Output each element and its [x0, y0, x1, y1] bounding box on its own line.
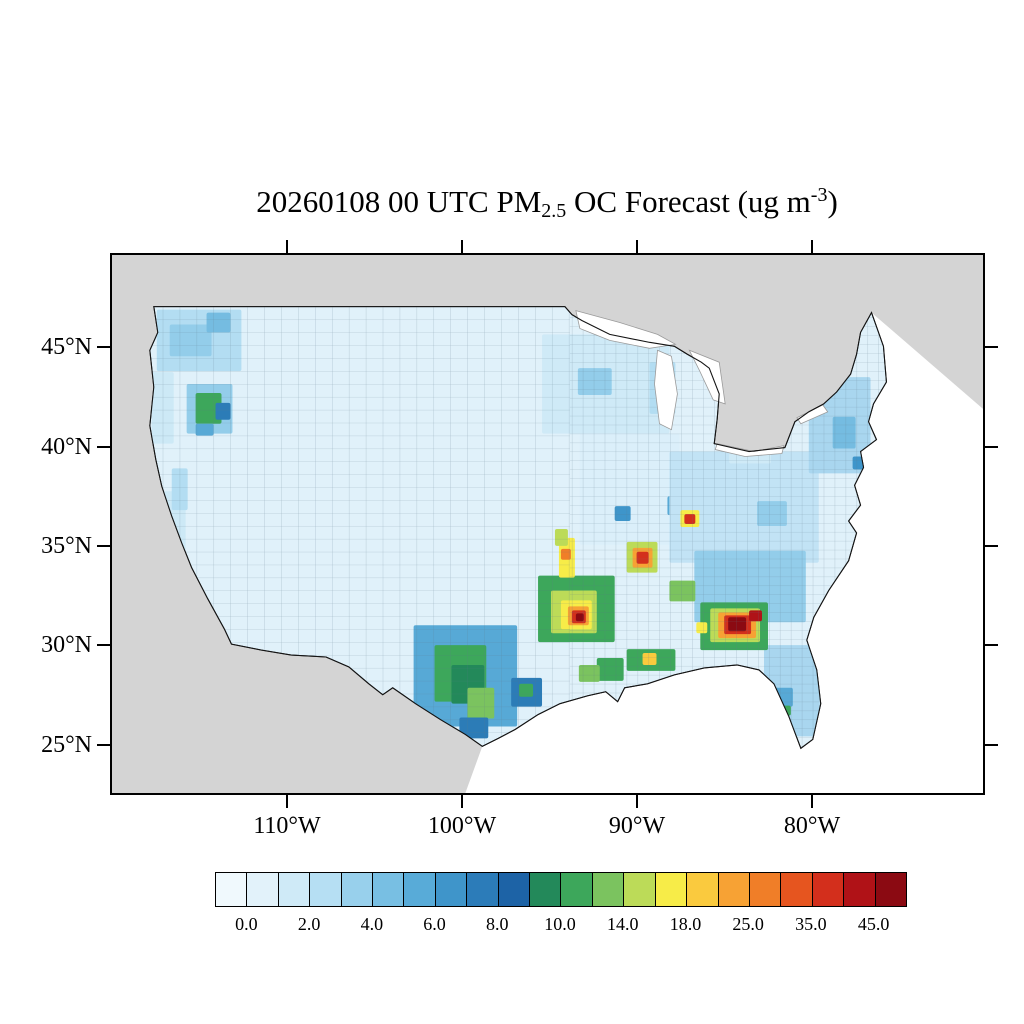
lake-erie	[714, 443, 785, 457]
colorbar-box	[530, 873, 562, 906]
x-axis-tick-top	[811, 240, 813, 253]
colorbar-tick-label: 10.0	[544, 914, 576, 934]
colorbar-box	[373, 873, 405, 906]
colorbar-box	[561, 873, 593, 906]
y-axis-tick-right	[985, 446, 998, 448]
y-axis-label: 25°N	[41, 732, 92, 758]
colorbar-box	[718, 873, 750, 906]
x-axis-tick-top	[636, 240, 638, 253]
colorbar-tick-label: 2.0	[297, 914, 321, 934]
y-axis-label: 30°N	[41, 632, 92, 658]
colorbar-tick-label: 4.0	[360, 914, 384, 934]
y-axis-tick-right	[985, 545, 998, 547]
y-axis-label: 35°N	[41, 533, 92, 559]
colorbar-box	[812, 873, 845, 906]
colorbar-tick-label: 45.0	[857, 914, 890, 934]
x-axis-tick-bottom	[461, 795, 463, 808]
colorbar-box	[310, 873, 342, 906]
colorbar-box	[435, 873, 468, 906]
y-axis-tick-left	[97, 446, 110, 448]
colorbar-labels: 0.0 2.0 4.0 6.0 8.0 10.0 14.0 18.0 25.0 35.0 45.0	[215, 914, 905, 940]
colorbar-tick-label: 18.0	[669, 914, 702, 934]
colorbar-box	[781, 873, 813, 906]
colorbar-tick-label: 0.0	[235, 914, 258, 934]
colorbar-box	[216, 873, 248, 906]
x-axis-label: 100°W	[427, 813, 497, 839]
colorbar-tick-label: 14.0	[606, 914, 639, 934]
lake-huron	[688, 349, 726, 405]
colorbar-tick-label: 25.0	[732, 914, 764, 934]
lake-michigan	[654, 349, 678, 431]
x-axis-label: 80°W	[783, 813, 841, 839]
colorbar-box	[592, 873, 625, 906]
colorbar-box	[247, 873, 279, 906]
colorbar-tick-label: 35.0	[795, 914, 827, 934]
title-pm-subscript: 2.5	[541, 200, 567, 222]
colorbar	[215, 872, 907, 907]
colorbar-box	[624, 873, 656, 906]
colorbar-box	[341, 873, 374, 906]
colorbar-box	[687, 873, 719, 906]
colorbar-box	[498, 873, 531, 906]
colorbar-box	[875, 873, 906, 906]
colorbar-tick-label: 8.0	[486, 914, 509, 934]
y-axis-tick-left	[97, 744, 110, 746]
y-axis-tick-right	[985, 744, 998, 746]
us-county-choropleth-map	[112, 255, 983, 793]
colorbar-box	[655, 873, 688, 906]
title-units-superscript: -3	[810, 184, 828, 206]
title-prefix: 20260108 00 UTC PM	[256, 184, 542, 219]
y-axis-tick-left	[97, 346, 110, 348]
colorbar-box	[467, 873, 499, 906]
y-axis-tick-left	[97, 545, 110, 547]
title-middle: OC Forecast (ug m	[566, 184, 811, 219]
figure-title: 20260108 00 UTC PM2.5 OC Forecast (ug m-…	[40, 184, 1024, 223]
y-axis-label: 45°N	[41, 334, 92, 360]
x-axis-tick-bottom	[636, 795, 638, 808]
colorbar-tick-label: 6.0	[423, 914, 446, 934]
x-axis-tick-top	[286, 240, 288, 253]
colorbar-box	[278, 873, 311, 906]
x-axis-tick-bottom	[286, 795, 288, 808]
x-axis-label: 90°W	[608, 813, 666, 839]
y-axis-tick-left	[97, 644, 110, 646]
map-plot-area	[110, 253, 985, 795]
x-axis-tick-bottom	[811, 795, 813, 808]
y-axis-label: 40°N	[41, 434, 92, 460]
y-axis-tick-right	[985, 644, 998, 646]
x-axis-label: 110°W	[253, 813, 321, 839]
y-axis-tick-right	[985, 346, 998, 348]
ocean	[465, 312, 983, 793]
title-suffix: )	[827, 184, 838, 219]
x-axis-tick-top	[461, 240, 463, 253]
colorbar-box	[404, 873, 436, 906]
colorbar-box	[844, 873, 876, 906]
lake-superior	[575, 310, 677, 349]
colorbar-box	[749, 873, 782, 906]
